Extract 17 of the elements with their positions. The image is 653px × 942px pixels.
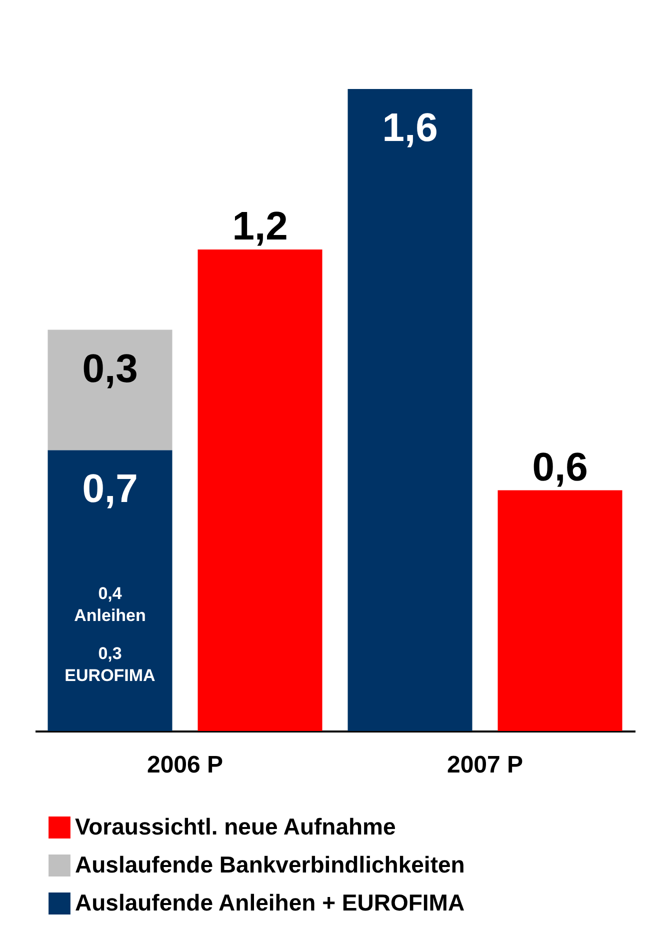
data-label: 0,7 bbox=[82, 467, 138, 512]
data-label: 0,3 bbox=[82, 346, 138, 391]
legend-label: Auslaufende Bankverbindlichkeiten bbox=[75, 852, 465, 878]
bar bbox=[48, 330, 172, 450]
bar bbox=[48, 450, 172, 731]
data-label: 1,6 bbox=[382, 106, 438, 150]
bar bbox=[348, 89, 472, 731]
bar bbox=[198, 250, 322, 731]
x-tick-label: 2007 P bbox=[446, 752, 524, 778]
data-label: 0,6 bbox=[532, 445, 588, 490]
legend-label: Auslaufende Anleihen + EUROFIMA bbox=[75, 890, 465, 916]
bar bbox=[498, 490, 622, 731]
data-label: 1,2 bbox=[232, 204, 288, 248]
annotation: 0,3 EUROFIMA bbox=[64, 644, 156, 685]
annotation: 0,4 Anleihen bbox=[74, 584, 146, 625]
legend-label: Voraussichtl. neue Aufnahme bbox=[75, 814, 396, 840]
x-tick-label: 2006 P bbox=[146, 752, 224, 778]
